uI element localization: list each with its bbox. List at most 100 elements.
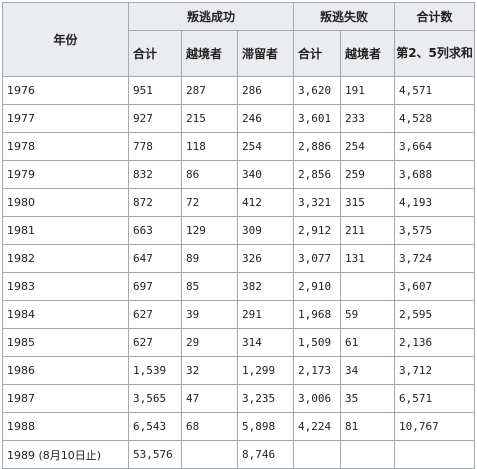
cell-success-stay: 382 (236, 272, 295, 301)
cell-fail-total: 1,968 (293, 300, 342, 329)
cell-success-stay: 291 (236, 300, 295, 329)
header-fail-border: 越境者 (340, 30, 396, 77)
cell-success-total: 627 (128, 328, 182, 357)
cell-year: 1977 (2, 104, 129, 133)
table-row: 1976 951 287 286 3,620 191 4,571 (2, 76, 476, 105)
table-row: 1980 872 72 412 3,321 315 4,193 (2, 188, 476, 217)
cell-year: 1984 (2, 300, 129, 329)
cell-fail-total: 2,886 (293, 132, 342, 161)
table-row: 1982 647 89 326 3,077 131 3,724 (2, 244, 476, 273)
cell-year: 1981 (2, 216, 129, 245)
cell-success-total: 1,539 (128, 356, 182, 385)
cell-sum: 3,664 (394, 132, 476, 161)
cell-success-border: 85 (181, 272, 238, 301)
cell-success-border: 129 (181, 216, 238, 245)
cell-sum: 3,607 (394, 272, 476, 301)
cell-fail-border: 131 (340, 244, 396, 273)
cell-success-total: 697 (128, 272, 182, 301)
cell-success-total: 663 (128, 216, 182, 245)
cell-success-total: 927 (128, 104, 182, 133)
cell-success-stay: 340 (236, 160, 295, 189)
cell-success-border: 89 (181, 244, 238, 273)
cell-year: 1987 (2, 384, 129, 413)
cell-success-total: 53,576 (128, 440, 182, 469)
cell-success-stay: 254 (236, 132, 295, 161)
cell-fail-total: 4,224 (293, 412, 342, 441)
header-row-group: 年份 叛逃成功 叛逃失败 合计数 (2, 2, 476, 77)
cell-success-total: 647 (128, 244, 182, 273)
header-total-group: 合计数 (394, 2, 476, 31)
cell-success-total: 872 (128, 188, 182, 217)
cell-success-border: 47 (181, 384, 238, 413)
cell-fail-border (340, 440, 396, 469)
cell-sum (394, 440, 476, 469)
cell-sum: 3,688 (394, 160, 476, 189)
cell-fail-border: 35 (340, 384, 396, 413)
cell-fail-border: 211 (340, 216, 396, 245)
cell-fail-border (340, 272, 396, 301)
cell-fail-border: 315 (340, 188, 396, 217)
cell-fail-total: 2,910 (293, 272, 342, 301)
cell-fail-border: 34 (340, 356, 396, 385)
cell-year: 1989 (8月10日止) (2, 440, 129, 469)
cell-success-total: 951 (128, 76, 182, 105)
cell-fail-total: 3,620 (293, 76, 342, 105)
cell-success-border: 72 (181, 188, 238, 217)
cell-success-total: 3,565 (128, 384, 182, 413)
cell-success-border: 287 (181, 76, 238, 105)
cell-fail-total: 3,601 (293, 104, 342, 133)
cell-success-total: 778 (128, 132, 182, 161)
cell-year: 1986 (2, 356, 129, 385)
cell-sum: 10,767 (394, 412, 476, 441)
cell-fail-border: 191 (340, 76, 396, 105)
table-row: 1979 832 86 340 2,856 259 3,688 (2, 160, 476, 189)
cell-success-stay: 1,299 (236, 356, 295, 385)
cell-success-border: 118 (181, 132, 238, 161)
cell-success-stay: 246 (236, 104, 295, 133)
header-failure-group: 叛逃失败 (293, 2, 396, 31)
cell-sum: 3,724 (394, 244, 476, 273)
cell-success-total: 6,543 (128, 412, 182, 441)
cell-success-stay: 326 (236, 244, 295, 273)
header-success-border: 越境者 (181, 30, 238, 77)
cell-fail-total: 3,077 (293, 244, 342, 273)
cell-success-border: 68 (181, 412, 238, 441)
cell-sum: 4,571 (394, 76, 476, 105)
cell-year: 1982 (2, 244, 129, 273)
table-row: 1987 3,565 47 3,235 3,006 35 6,571 (2, 384, 476, 413)
table-row: 1989 (8月10日止) 53,576 8,746 (2, 440, 476, 469)
cell-fail-border: 59 (340, 300, 396, 329)
table-row: 1983 697 85 382 2,910 3,607 (2, 272, 476, 301)
cell-fail-total: 3,321 (293, 188, 342, 217)
header-success-stay: 滞留者 (236, 30, 295, 77)
cell-success-stay: 309 (236, 216, 295, 245)
cell-sum: 3,712 (394, 356, 476, 385)
cell-success-border (181, 440, 238, 469)
cell-year: 1979 (2, 160, 129, 189)
cell-fail-total: 1,509 (293, 328, 342, 357)
cell-success-stay: 286 (236, 76, 295, 105)
cell-year: 1985 (2, 328, 129, 357)
cell-fail-border: 259 (340, 160, 396, 189)
cell-fail-total (293, 440, 342, 469)
header-year: 年份 (2, 2, 129, 77)
table-row: 1981 663 129 309 2,912 211 3,575 (2, 216, 476, 245)
cell-fail-total: 3,006 (293, 384, 342, 413)
cell-fail-total: 2,173 (293, 356, 342, 385)
cell-success-stay: 3,235 (236, 384, 295, 413)
cell-fail-border: 254 (340, 132, 396, 161)
table-body: 1976 951 287 286 3,620 191 4,571 1977 927 215 246 3… (2, 76, 476, 469)
table-row: 1986 1,539 32 1,299 2,173 34 3,712 (2, 356, 476, 385)
cell-success-border: 39 (181, 300, 238, 329)
table-row: 1984 627 39 291 1,968 59 2,595 (2, 300, 476, 329)
table-row: 1978 778 118 254 2,886 254 3,664 (2, 132, 476, 161)
cell-success-border: 86 (181, 160, 238, 189)
table-row: 1977 927 215 246 3,601 233 4,528 (2, 104, 476, 133)
cell-sum: 3,575 (394, 216, 476, 245)
cell-fail-border: 233 (340, 104, 396, 133)
header-row-sub: 合计 越境者 滞留者 合计 越境者 第2、5列求和 (3, 30, 476, 77)
cell-success-total: 627 (128, 300, 182, 329)
cell-fail-total: 2,912 (293, 216, 342, 245)
cell-fail-border: 61 (340, 328, 396, 357)
cell-year: 1988 (2, 412, 129, 441)
